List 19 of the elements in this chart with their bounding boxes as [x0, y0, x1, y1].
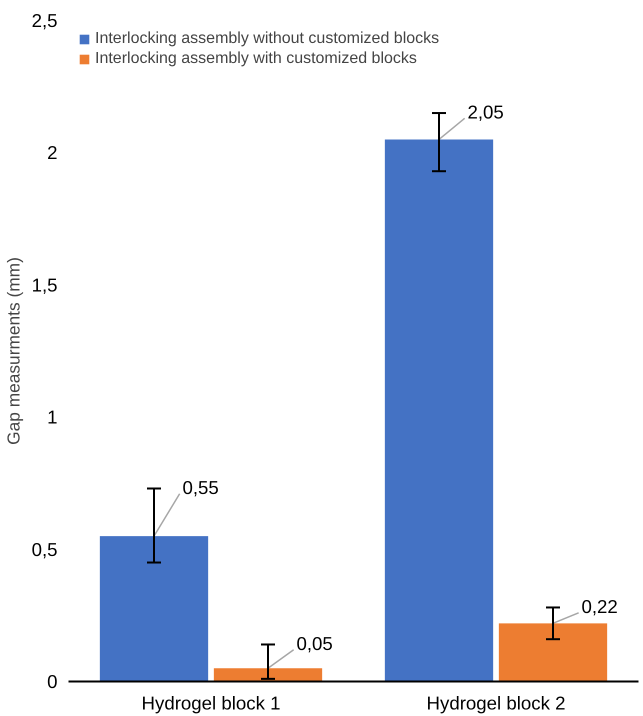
- data-label: 0,55: [182, 476, 219, 498]
- bar: [214, 668, 322, 682]
- y-tick-label: 0,5: [32, 538, 58, 560]
- data-label: 0,05: [296, 632, 333, 654]
- data-label: 0,22: [582, 596, 618, 617]
- y-tick-label: 2,5: [32, 10, 58, 31]
- y-tick-label: 2: [47, 142, 58, 164]
- x-tick-label: Hydrogel block 1: [142, 692, 280, 714]
- y-tick-label: 1: [47, 406, 58, 428]
- legend-label: Interlocking assembly with customized blocks: [95, 50, 417, 68]
- bar: [384, 139, 494, 682]
- bar: [498, 623, 608, 682]
- data-label: 2,05: [468, 101, 504, 122]
- y-tick-label: 1,5: [32, 274, 58, 296]
- x-tick-label: Hydrogel block 2: [426, 692, 566, 714]
- bar: [100, 536, 208, 682]
- y-axis-title: Gap measurments (mm): [4, 257, 24, 445]
- legend-label: Interlocking assembly without customized blocks: [95, 30, 440, 48]
- y-tick-label: 0: [47, 671, 58, 692]
